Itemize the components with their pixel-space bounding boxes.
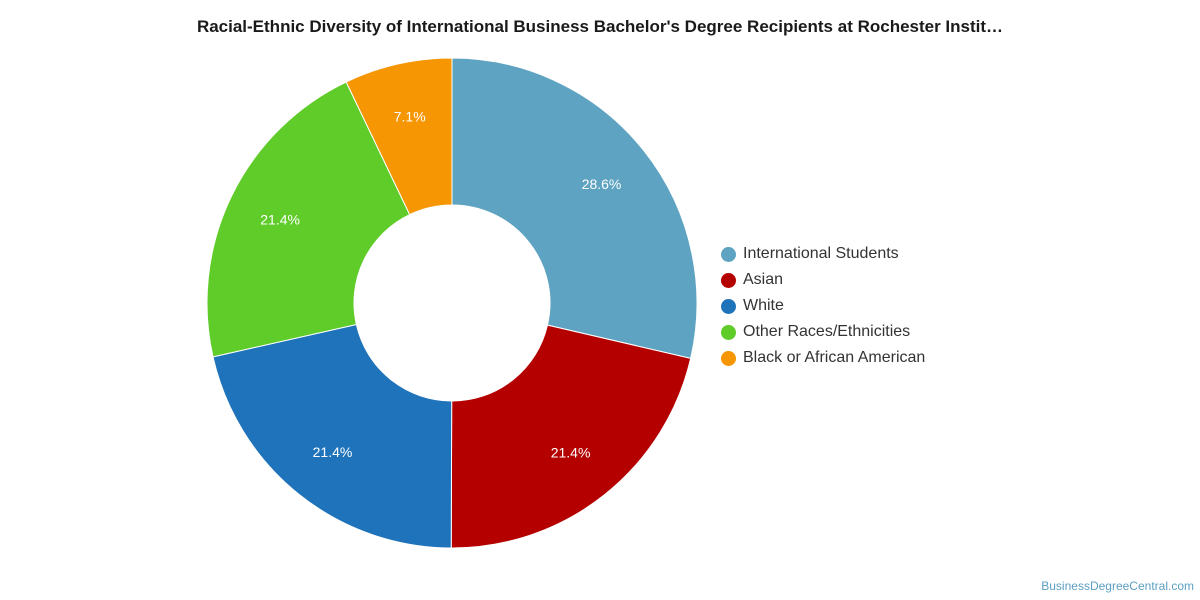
legend-item[interactable]: Other Races/Ethnicities	[721, 319, 925, 345]
legend-label: Asian	[743, 271, 784, 288]
legend-dot-icon	[721, 246, 736, 262]
legend-dot-icon	[721, 298, 736, 314]
slice-asian[interactable]	[450, 324, 692, 549]
slice-other-races-ethnicities[interactable]	[206, 81, 411, 358]
slice-label: 7.1%	[394, 109, 426, 125]
slice-white[interactable]	[212, 323, 453, 549]
chart-title: Racial-Ethnic Diversity of International…	[196, 17, 1004, 36]
legend-item[interactable]: International Students	[721, 241, 925, 267]
slice-label: 21.4%	[313, 444, 353, 460]
slice-labels: 28.6% 21.4% 21.4% 21.4% 7.1%	[260, 109, 621, 461]
slice-international-students[interactable]	[451, 57, 698, 359]
legend-item[interactable]: Black or African American	[721, 345, 925, 371]
legend-dot-icon	[721, 272, 736, 288]
legend-label: Other Races/Ethnicities	[743, 323, 911, 340]
legend-item[interactable]: White	[721, 293, 925, 319]
legend-dot-icon	[721, 324, 736, 340]
donut-slices	[206, 57, 698, 549]
legend-label: International Students	[743, 245, 899, 262]
slice-black-or-african-american[interactable]	[345, 57, 453, 216]
legend-dot-icon	[721, 350, 736, 366]
source-credit[interactable]: BusinessDegreeCentral.com	[1041, 579, 1194, 593]
slice-label: 28.6%	[582, 176, 622, 192]
slice-label: 21.4%	[260, 212, 300, 228]
legend-item[interactable]: Asian	[721, 267, 925, 293]
legend-label: White	[743, 297, 784, 314]
slice-label: 21.4%	[551, 445, 591, 461]
legend-label: Black or African American	[743, 349, 926, 366]
chart-legend: International Students Asian White Other Ra…	[721, 241, 925, 371]
